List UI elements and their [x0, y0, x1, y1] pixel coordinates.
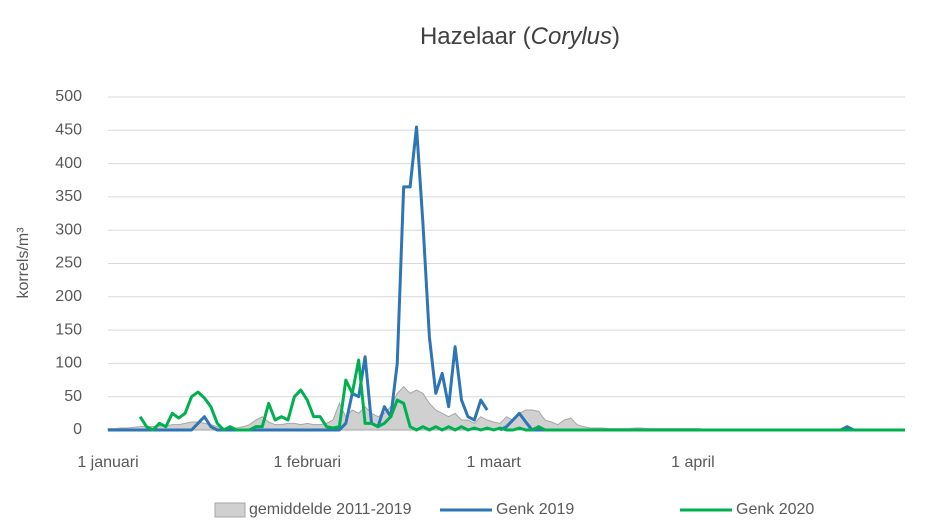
x-tick-label: 1 februari [273, 454, 341, 471]
legend-label: Genk 2020 [736, 501, 814, 518]
y-tick-label: 350 [55, 188, 82, 205]
x-tick-label: 1 maart [467, 454, 522, 471]
y-tick-label: 150 [55, 321, 82, 338]
y-tick-label: 250 [55, 255, 82, 272]
y-tick-label: 450 [55, 122, 82, 139]
y-tick-label: 500 [55, 88, 82, 105]
y-tick-label: 100 [55, 355, 82, 372]
y-tick-label: 0 [73, 421, 82, 438]
chart-title: Hazelaar (Corylus) [420, 23, 620, 50]
legend-swatch [214, 502, 246, 518]
title-part: Hazelaar ( [420, 23, 531, 50]
legend-label: gemiddelde 2011-2019 [249, 501, 412, 518]
y-tick-label: 400 [55, 155, 82, 172]
line [138, 358, 905, 432]
y-tick-label: 200 [55, 288, 82, 305]
area [107, 385, 905, 431]
x-tick-label: 1 april [671, 454, 715, 471]
y-axis-label: korrels/m³ [15, 227, 32, 299]
title-part: Corylus [531, 23, 612, 50]
x-tick-label: 1 januari [77, 454, 138, 471]
legend-label: Genk 2019 [496, 501, 574, 518]
title-part: ) [612, 23, 620, 50]
line [108, 125, 489, 432]
y-tick-label: 50 [64, 388, 82, 405]
y-tick-label: 300 [55, 221, 82, 238]
